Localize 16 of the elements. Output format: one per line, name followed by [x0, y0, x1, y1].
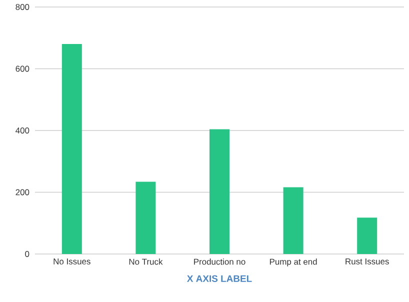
bar	[136, 182, 156, 254]
x-axis-title: X AXIS LABEL	[186, 275, 252, 282]
x-tick-label: Production no	[194, 258, 246, 265]
x-tick-label: Rust Issues	[346, 258, 389, 264]
bar	[62, 44, 82, 254]
y-tick-label: 0	[25, 251, 30, 257]
bar	[210, 129, 230, 254]
bar	[283, 187, 304, 254]
bar	[357, 218, 378, 254]
y-tick-label: 600	[16, 66, 30, 72]
y-tick-label: 800	[16, 4, 30, 10]
y-tick-label: 400	[16, 128, 30, 134]
x-tick-label: No Truck	[129, 258, 163, 265]
x-tick-label: Pump at end	[270, 258, 317, 266]
x-tick-label: No Issues	[54, 258, 90, 264]
y-tick-label: 200	[16, 189, 30, 196]
